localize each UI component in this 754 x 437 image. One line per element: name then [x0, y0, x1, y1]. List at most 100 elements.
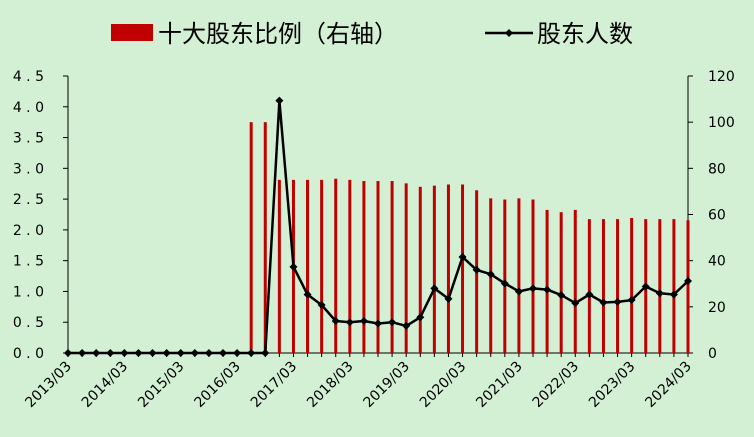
bar-series: [249, 122, 690, 354]
legend-bar-swatch: [111, 24, 153, 41]
line-point: [92, 349, 101, 357]
line-point: [331, 316, 340, 325]
bar: [390, 181, 394, 353]
line-point: [500, 279, 509, 288]
line-point: [204, 349, 213, 357]
bar: [249, 122, 253, 354]
bar: [432, 185, 436, 353]
line-point: [529, 284, 537, 293]
bar: [573, 209, 577, 353]
line-point: [402, 321, 411, 330]
bar: [686, 220, 690, 353]
line-point: [543, 285, 552, 294]
y-left-tick-label: 4 . 5: [13, 69, 44, 85]
x-tick-label: 2020/03: [417, 359, 469, 411]
line-point: [317, 300, 326, 309]
line-point: [374, 319, 382, 328]
line-point: [106, 349, 115, 357]
x-tick-label: 2017/03: [248, 359, 300, 411]
x-tick-label: 2021/03: [473, 359, 525, 411]
tick-labels: 0 . 0 0 . 5 1 . 0 1 . 5 2 . 0 2 . 5 3 . 0 3 . 5…: [13, 69, 735, 411]
x-tick-label: 2014/03: [79, 359, 131, 411]
line-point: [430, 284, 439, 293]
bar: [306, 179, 310, 353]
line-point: [613, 297, 622, 306]
y-right-tick-label: 120: [708, 69, 735, 85]
y-right-tick-label: 20: [708, 300, 726, 316]
y-left-tick-label: 0 . 5: [13, 315, 44, 331]
bar: [601, 219, 605, 353]
legend-line-marker: [505, 29, 513, 37]
x-tick-label: 2019/03: [361, 359, 413, 411]
legend: 十大股东比例（右轴） 股东人数: [111, 20, 633, 48]
line-point: [78, 349, 87, 357]
y-left-tick-label: 2 . 0: [13, 223, 44, 239]
y-right-tick-label: 100: [708, 115, 735, 131]
line-point: [359, 316, 368, 325]
x-tick-label: 2023/03: [586, 359, 638, 411]
line-series: [64, 96, 692, 357]
y-left-tick-label: 2 . 5: [13, 192, 44, 208]
bar: [461, 184, 465, 353]
line-point: [388, 318, 397, 327]
line-point: [261, 349, 270, 357]
bar: [503, 199, 507, 353]
line-point: [289, 262, 298, 271]
y-right-tick-label: 60: [708, 208, 726, 224]
y-left-tick-label: 0 . 0: [13, 346, 44, 362]
line-point: [345, 318, 354, 327]
line-point: [233, 349, 242, 357]
y-right-tick-label: 40: [708, 254, 726, 270]
line-point: [458, 252, 467, 261]
line-point: [514, 287, 523, 296]
bar: [531, 199, 535, 353]
line-point: [148, 349, 157, 357]
y-left-tick-label: 3 . 5: [13, 131, 44, 147]
y-left-tick-label: 3 . 0: [13, 161, 44, 177]
bar: [263, 122, 267, 354]
line-point: [120, 349, 129, 357]
line-point: [303, 290, 312, 299]
y-right-tick-label: 80: [708, 161, 726, 177]
bar: [446, 184, 450, 353]
bar: [616, 219, 620, 353]
bar: [658, 219, 662, 353]
line-point: [247, 349, 256, 357]
line-point: [472, 265, 481, 274]
y-left-tick-label: 1 . 0: [13, 284, 44, 300]
x-tick-label: 2016/03: [191, 359, 243, 411]
line-point: [134, 349, 143, 357]
line-point: [585, 290, 594, 299]
bar: [362, 181, 366, 353]
line-point: [684, 276, 692, 285]
bar: [418, 186, 422, 353]
bar: [320, 179, 324, 353]
line-point: [190, 349, 199, 357]
x-tick-label: 2024/03: [642, 359, 694, 411]
line-point: [641, 282, 650, 291]
line-point: [64, 349, 72, 357]
bar: [334, 178, 338, 353]
line-point: [416, 313, 425, 322]
y-left-tick-label: 1 . 5: [13, 254, 44, 270]
line-point: [486, 270, 495, 279]
line-point: [669, 290, 678, 299]
y-right-tick-label: 0: [708, 346, 717, 362]
line-point: [571, 299, 580, 308]
line-point: [219, 349, 227, 357]
line-point: [162, 349, 171, 357]
bar: [376, 181, 380, 353]
bar: [348, 179, 352, 353]
line-point: [627, 296, 636, 305]
line-point: [655, 289, 664, 298]
y-left-tick-label: 4 . 0: [13, 100, 44, 116]
line-point: [176, 349, 185, 357]
bar: [517, 198, 521, 353]
line-point: [275, 96, 284, 105]
line-point: [557, 291, 566, 300]
legend-line-label: 股东人数: [537, 20, 633, 48]
x-tick-label: 2022/03: [530, 359, 582, 411]
x-tick-label: 2015/03: [135, 359, 187, 411]
bar: [277, 179, 281, 353]
